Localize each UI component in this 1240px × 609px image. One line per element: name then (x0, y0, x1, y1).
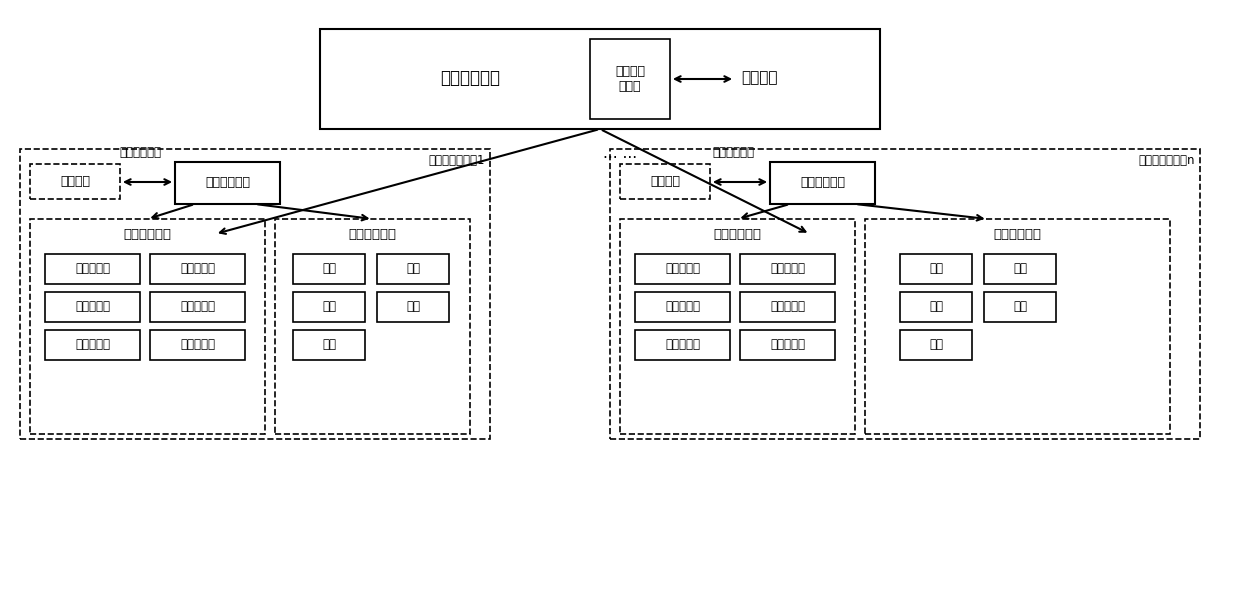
FancyBboxPatch shape (150, 330, 246, 360)
Text: 人机交互
子系统: 人机交互 子系统 (615, 65, 645, 93)
Text: 光感传感器: 光感传感器 (665, 339, 701, 351)
Text: 调温: 调温 (929, 262, 942, 275)
Text: 温度采集器: 温度采集器 (74, 262, 110, 275)
Text: 光感传感器: 光感传感器 (74, 339, 110, 351)
FancyBboxPatch shape (610, 149, 1200, 439)
Text: 除湿: 除湿 (929, 300, 942, 314)
FancyBboxPatch shape (150, 292, 246, 322)
Text: 环境联动设备: 环境联动设备 (348, 228, 397, 241)
Text: 照明: 照明 (405, 300, 420, 314)
FancyBboxPatch shape (590, 39, 670, 119)
Text: 光伏监控系统: 光伏监控系统 (440, 69, 500, 87)
Text: 电力内部通信: 电力内部通信 (119, 146, 161, 158)
Text: 水位传感器: 水位传感器 (665, 300, 701, 314)
Text: 烟感传感器: 烟感传感器 (180, 339, 215, 351)
FancyBboxPatch shape (20, 149, 490, 439)
FancyBboxPatch shape (740, 330, 835, 360)
FancyBboxPatch shape (740, 254, 835, 284)
FancyBboxPatch shape (275, 219, 470, 434)
FancyBboxPatch shape (320, 29, 880, 129)
Text: 水位传感器: 水位传感器 (74, 300, 110, 314)
Text: 户外逆变器小室n: 户外逆变器小室n (1138, 155, 1195, 167)
FancyBboxPatch shape (900, 330, 972, 360)
FancyBboxPatch shape (900, 254, 972, 284)
FancyBboxPatch shape (45, 330, 140, 360)
FancyBboxPatch shape (740, 292, 835, 322)
Text: 温度采集器: 温度采集器 (665, 262, 701, 275)
FancyBboxPatch shape (293, 292, 365, 322)
Text: 电力内部通信: 电力内部通信 (712, 146, 754, 158)
Text: 抽水: 抽水 (929, 339, 942, 351)
FancyBboxPatch shape (985, 254, 1056, 284)
FancyBboxPatch shape (635, 330, 730, 360)
Text: 湿度采集器: 湿度采集器 (180, 262, 215, 275)
Text: 户外逆变器小室1: 户外逆变器小室1 (429, 155, 485, 167)
FancyBboxPatch shape (985, 292, 1056, 322)
FancyBboxPatch shape (620, 164, 711, 199)
Text: 消防: 消防 (1013, 262, 1027, 275)
FancyBboxPatch shape (293, 254, 365, 284)
FancyBboxPatch shape (900, 292, 972, 322)
Text: 图像采集器: 图像采集器 (180, 300, 215, 314)
Text: 消防: 消防 (405, 262, 420, 275)
Text: 照明: 照明 (1013, 300, 1027, 314)
FancyBboxPatch shape (866, 219, 1171, 434)
FancyBboxPatch shape (293, 330, 365, 360)
Text: 烟感传感器: 烟感传感器 (770, 339, 805, 351)
Text: 运维人员: 运维人员 (742, 71, 779, 85)
Text: 调温: 调温 (322, 262, 336, 275)
Text: ... ...: ... ... (603, 147, 637, 161)
Text: 环境采集设备: 环境采集设备 (124, 228, 171, 241)
Text: 湿度采集器: 湿度采集器 (770, 262, 805, 275)
Text: 通信处理单元: 通信处理单元 (205, 177, 250, 189)
Text: 环境采集设备: 环境采集设备 (713, 228, 761, 241)
FancyBboxPatch shape (635, 292, 730, 322)
Text: 发电设备: 发电设备 (650, 175, 680, 188)
Text: 抽水: 抽水 (322, 339, 336, 351)
FancyBboxPatch shape (770, 162, 875, 204)
FancyBboxPatch shape (175, 162, 280, 204)
FancyBboxPatch shape (377, 292, 449, 322)
FancyBboxPatch shape (620, 219, 856, 434)
FancyBboxPatch shape (377, 254, 449, 284)
Text: 发电设备: 发电设备 (60, 175, 91, 188)
FancyBboxPatch shape (30, 219, 265, 434)
FancyBboxPatch shape (30, 164, 120, 199)
FancyBboxPatch shape (635, 254, 730, 284)
Text: 环境联动设备: 环境联动设备 (993, 228, 1042, 241)
Text: 除湿: 除湿 (322, 300, 336, 314)
Text: 图像采集器: 图像采集器 (770, 300, 805, 314)
FancyBboxPatch shape (45, 254, 140, 284)
Text: 通信处理单元: 通信处理单元 (800, 177, 844, 189)
FancyBboxPatch shape (150, 254, 246, 284)
FancyBboxPatch shape (45, 292, 140, 322)
